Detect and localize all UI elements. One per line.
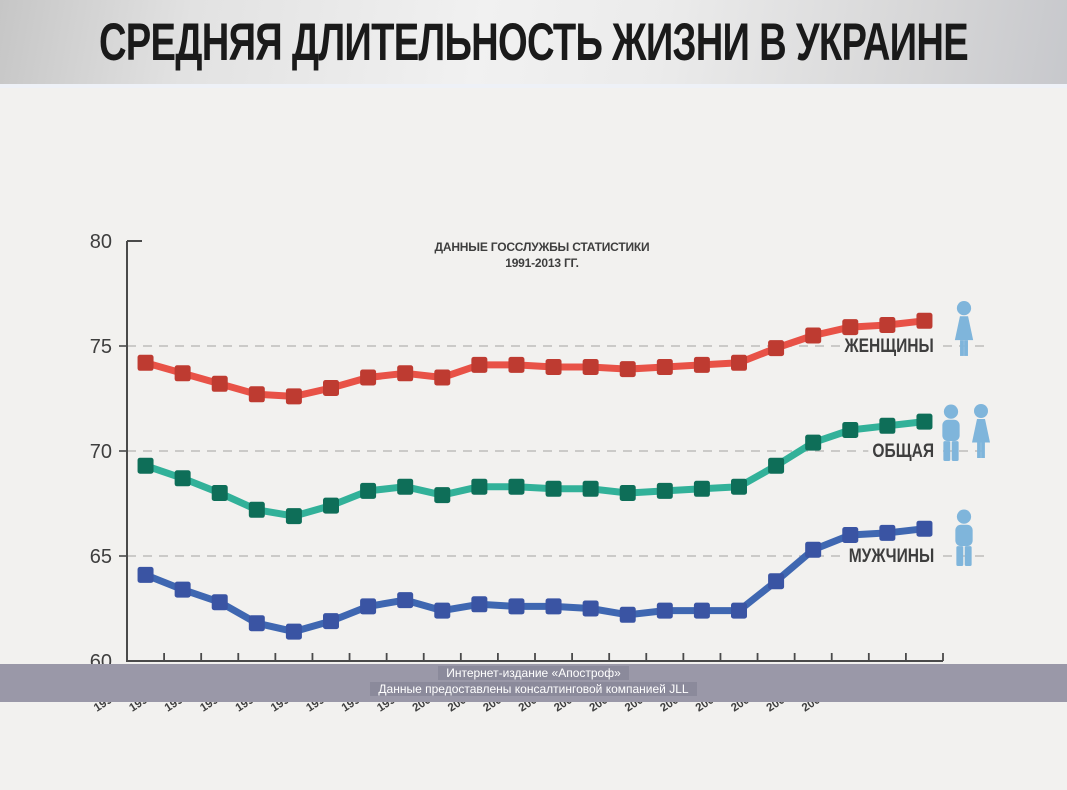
series-marker-ЖЕНЩИНЫ [508,356,525,373]
series-marker-ЖЕНЩИНЫ [397,365,414,382]
series-marker-МУЖЧИНЫ [508,598,525,615]
series-marker-МУЖЧИНЫ [619,606,636,623]
series-line-ОБЩАЯ [142,418,928,520]
series-marker-ОБЩАЯ [916,413,933,430]
series-marker-ОБЩАЯ [879,417,896,434]
series-marker-МУЖЧИНЫ [471,596,488,613]
series-marker-ЖЕНЩИНЫ [285,388,302,405]
series-marker-ОБЩАЯ [731,478,747,495]
series-marker-МУЖЧИНЫ [693,602,710,619]
series-marker-ОБЩАЯ [137,457,154,474]
y-tick-label: 75 [90,336,112,358]
series-marker-МУЖЧИНЫ [397,592,414,609]
series-marker-ЖЕНЩИНЫ [879,317,896,333]
series-marker-МУЖЧИНЫ [805,541,822,558]
series-marker-ОБЩАЯ [285,508,302,525]
series-marker-МУЖЧИНЫ [842,527,859,543]
female-icon [954,301,974,356]
series-marker-ЖЕНЩИНЫ [360,369,377,386]
series-marker-ЖЕНЩИНЫ [916,312,933,329]
series-marker-ОБЩАЯ [508,478,525,495]
footer-source: Данные предоставлены консалтинговой комп… [370,682,697,696]
footer: Интернет-издание «Апостроф» Данные предо… [0,664,1067,702]
series-marker-ОБЩАЯ [619,485,636,501]
series-marker-ОБЩАЯ [842,422,859,438]
series-marker-ОБЩАЯ [397,478,414,495]
source-note-line1: ДАННЫЕ ГОССЛУЖБЫ СТАТИСТИКИ [434,240,650,254]
series-marker-ОБЩАЯ [805,434,822,451]
male-icon-overall [942,404,960,461]
series-marker-ОБЩАЯ [656,482,673,499]
series-marker-МУЖЧИНЫ [731,602,747,619]
series-marker-ОБЩАЯ [768,457,785,474]
legend-label-overall: ОБЩАЯ [868,442,938,462]
series-marker-ЖЕНЩИНЫ [545,359,562,375]
series-marker-МУЖЧИНЫ [434,602,451,619]
series-marker-ЖЕНЩИНЫ [768,340,785,357]
y-tick-label: 80 [90,231,112,253]
series-marker-ЖЕНЩИНЫ [248,386,265,403]
series-marker-ЖЕНЩИНЫ [323,380,339,396]
series-marker-ОБЩАЯ [248,501,265,518]
series-marker-МУЖЧИНЫ [768,573,785,590]
series-marker-ОБЩАЯ [323,497,339,514]
series-marker-МУЖЧИНЫ [248,615,265,632]
series-marker-ОБЩАЯ [360,482,377,499]
series-marker-МУЖЧИНЫ [285,623,302,640]
series-marker-ЖЕНЩИНЫ [619,361,636,378]
series-marker-ОБЩАЯ [211,485,228,501]
legend-label-women: ЖЕНЩИНЫ [840,337,938,357]
series-marker-ЖЕНЩИНЫ [137,354,154,371]
series-marker-МУЖЧИНЫ [656,602,673,619]
series-marker-ЖЕНЩИНЫ [174,365,191,382]
series-marker-ОБЩАЯ [693,480,710,497]
chart-area: 80757065601991-19921992-19931993-1994199… [0,88,1067,714]
series-marker-ЖЕНЩИНЫ [805,327,822,344]
series-marker-ОБЩАЯ [582,480,599,497]
series-marker-МУЖЧИНЫ [211,594,228,611]
series-marker-МУЖЧИНЫ [174,581,191,598]
series-marker-МУЖЧИНЫ [360,598,377,615]
series-marker-МУЖЧИНЫ [323,613,339,630]
male-icon [955,509,973,566]
chart-source-note: ДАННЫЕ ГОССЛУЖБЫ СТАТИСТИКИ 1991-2013 ГГ… [392,239,692,271]
series-marker-ЖЕНЩИНЫ [842,319,859,336]
footer-credit: Интернет-издание «Апостроф» [438,666,629,680]
series-marker-ЖЕНЩИНЫ [211,375,228,392]
series-marker-ЖЕНЩИНЫ [731,354,747,371]
series-marker-ЖЕНЩИНЫ [582,359,599,375]
series-marker-МУЖЧИНЫ [545,598,562,615]
series-marker-ОБЩАЯ [471,478,488,495]
series-marker-МУЖЧИНЫ [916,520,933,537]
series-marker-ОБЩАЯ [174,470,191,487]
series-marker-МУЖЧИНЫ [582,600,599,617]
y-tick-label: 65 [90,546,112,568]
source-note-line2: 1991-2013 ГГ. [505,256,579,270]
series-marker-ОБЩАЯ [545,480,562,497]
y-tick-label: 70 [90,441,112,463]
series-marker-МУЖЧИНЫ [879,524,896,541]
female-icon-overall [972,404,990,458]
series-line-ЖЕНЩИНЫ [142,317,928,400]
series-marker-ЖЕНЩИНЫ [656,359,673,375]
page-title: СРЕДНЯЯ ДЛИТЕЛЬНОСТЬ ЖИЗНИ В УКРАИНЕ [99,12,969,72]
series-marker-МУЖЧИНЫ [137,566,154,583]
series-marker-ЖЕНЩИНЫ [434,369,451,386]
legend-label-men: МУЖЧИНЫ [844,547,938,567]
series-marker-ЖЕНЩИНЫ [471,356,488,373]
header: СРЕДНЯЯ ДЛИТЕЛЬНОСТЬ ЖИЗНИ В УКРАИНЕ [0,0,1067,88]
series-marker-ОБЩАЯ [434,487,451,504]
series-marker-ЖЕНЩИНЫ [693,356,710,373]
series-line-МУЖЧИНЫ [142,525,928,636]
